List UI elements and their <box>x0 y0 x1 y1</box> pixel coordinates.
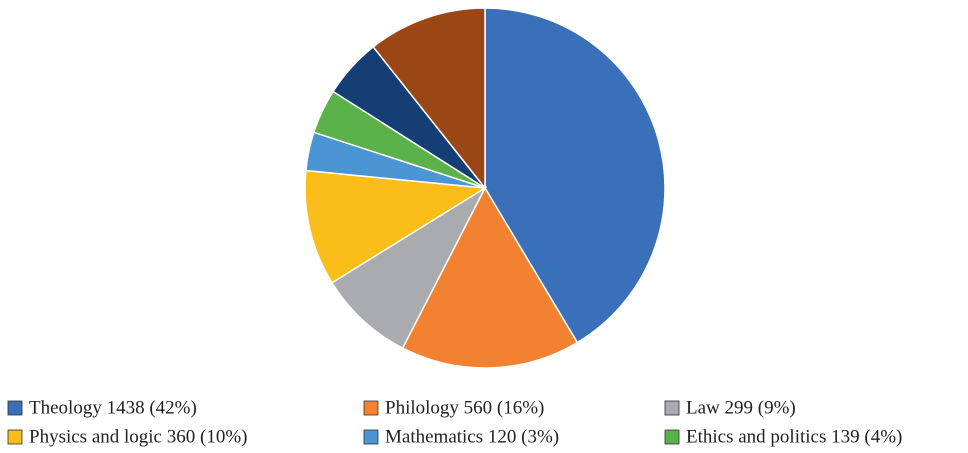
legend-label: Theology 1438 (42%) <box>29 397 197 418</box>
legend-swatch <box>7 429 23 445</box>
legend-label: Physics and logic 360 (10%) <box>29 426 247 447</box>
pie-slice <box>372 7 486 191</box>
pie-slice <box>304 169 488 284</box>
legend-label: Law 299 (9%) <box>686 397 796 418</box>
legend-swatch <box>664 400 680 416</box>
legend-swatch <box>7 400 23 416</box>
legend-label: Ethics and politics 139 (4%) <box>686 426 902 447</box>
legend-label: Philology 560 (16%) <box>385 397 544 418</box>
legend-swatch <box>363 400 379 416</box>
legend-swatch <box>664 429 680 445</box>
pie-slice <box>484 7 666 344</box>
legend-swatch <box>363 429 379 445</box>
legend-label: Mathematics 120 (3%) <box>385 426 559 447</box>
pie-slice <box>330 185 487 350</box>
pie-slice <box>401 186 579 369</box>
